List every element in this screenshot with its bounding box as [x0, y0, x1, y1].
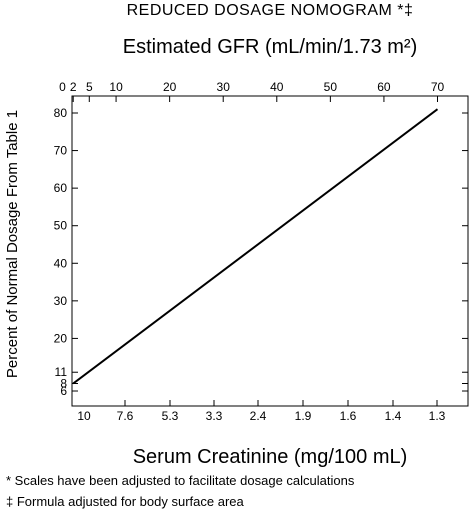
y-tick-label: 80	[54, 106, 68, 120]
y-axis-label: Percent of Normal Dosage From Table 1	[4, 110, 21, 378]
y-tick-label: 70	[54, 144, 68, 158]
top-tick-label: 40	[270, 80, 284, 94]
top-axis-label: Estimated GFR (mL/min/1.73 m²)	[123, 36, 418, 58]
bottom-tick-label: 1.9	[295, 409, 312, 423]
footnote-formula: ‡ Formula adjusted for body surface area	[6, 494, 244, 509]
bottom-tick-label: 5.3	[162, 409, 179, 423]
series-line-0	[72, 108, 439, 385]
x-axis-label: Serum Creatinine (mg/100 mL)	[133, 446, 408, 468]
bottom-tick-label: 1.3	[429, 409, 446, 423]
bottom-tick-label: 10	[77, 409, 91, 423]
chart-title: REDUCED DOSAGE NOMOGRAM *‡	[127, 2, 414, 19]
series-group	[72, 108, 439, 385]
y-tick-label: 40	[54, 256, 68, 270]
top-tick-label: 50	[324, 80, 338, 94]
top-tick-label: 70	[431, 80, 445, 94]
top-tick-label: 60	[377, 80, 391, 94]
y-tick-label: 20	[54, 331, 68, 345]
bottom-tick-label: 7.6	[117, 409, 134, 423]
top-tick-label: 20	[163, 80, 177, 94]
y-tick-label: 60	[54, 181, 68, 195]
bottom-tick-label: 1.4	[385, 409, 402, 423]
top-axis-ticks: 0 2 5 10 20 30 40 50 60 70	[59, 80, 444, 102]
y-tick-label: 6	[60, 384, 67, 398]
bottom-tick-label: 1.6	[340, 409, 357, 423]
y-tick-label: 11	[55, 365, 68, 379]
top-tick-label: 10	[109, 80, 123, 94]
top-tick-label: 30	[217, 80, 231, 94]
top-tick-label: 0	[59, 80, 66, 94]
top-tick-label: 2	[70, 80, 77, 94]
bottom-axis-ticks: 10 7.6 5.3 3.3 2.4 1.9 1.6 1.4 1.3	[77, 400, 446, 423]
y-tick-label: 8	[60, 377, 67, 391]
top-tick-label: 5	[86, 80, 93, 94]
y-tick-label: 50	[54, 219, 68, 233]
y-tick-label: 30	[54, 294, 68, 308]
plot-frame	[71, 95, 469, 407]
footnote-scales: * Scales have been adjusted to facilitat…	[6, 473, 355, 488]
bottom-tick-label: 2.4	[250, 409, 267, 423]
bottom-tick-label: 3.3	[206, 409, 223, 423]
